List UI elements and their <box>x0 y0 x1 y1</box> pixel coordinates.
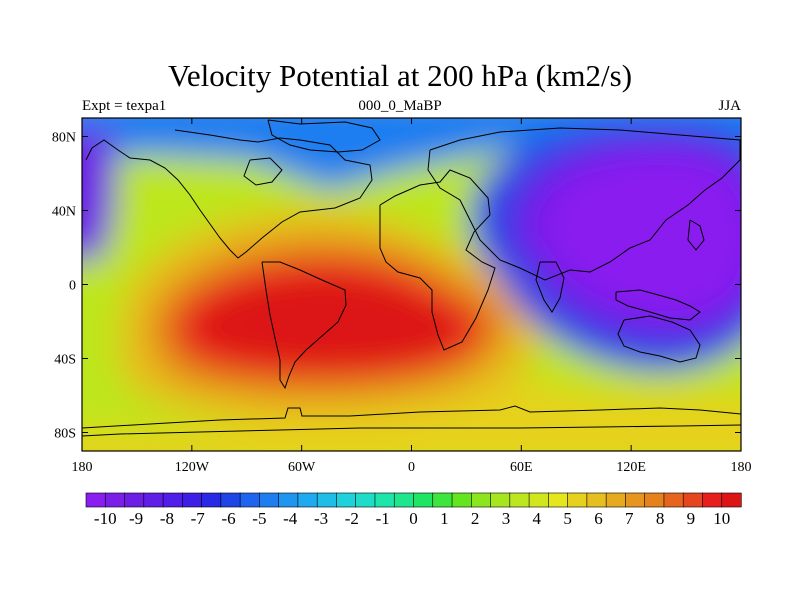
colorbar-label: 7 <box>625 509 634 528</box>
chart-title: Velocity Potential at 200 hPa (km2/s) <box>167 58 633 93</box>
colorbar-label: 8 <box>656 509 665 528</box>
y-axis: 80N 40N 0 40S 80S <box>52 131 741 442</box>
colorbar-label: -8 <box>160 509 174 528</box>
colorbar-label: -4 <box>283 509 298 528</box>
colorbar-swatch <box>509 492 530 508</box>
colorbar-swatch <box>548 492 569 508</box>
y-tick-label: 80S <box>54 427 76 442</box>
colorbar-swatch <box>586 492 607 508</box>
colorbar-swatch <box>182 492 203 508</box>
field-south-band <box>82 380 741 451</box>
colorbar-label: 1 <box>440 509 449 528</box>
x-tick-label: 60E <box>510 460 533 475</box>
colorbar-swatch <box>528 492 549 508</box>
period-label: 000_0_MaBP <box>358 98 442 114</box>
colorbar-label: -9 <box>129 509 143 528</box>
colorbar-label: 10 <box>713 509 730 528</box>
colorbar-swatch <box>451 492 472 508</box>
contour-field <box>82 118 741 451</box>
colorbar-swatch <box>470 492 492 508</box>
season-label: JJA <box>718 98 741 114</box>
colorbar-swatch <box>278 492 299 508</box>
colorbar-swatch <box>143 492 164 508</box>
colorbar-label: 2 <box>471 509 480 528</box>
x-axis: 180 120W 60W 0 60E 120E 180 <box>72 118 752 475</box>
colorbar-label: -5 <box>252 509 266 528</box>
colorbar-swatch <box>336 492 357 508</box>
colorbar-swatch <box>702 492 723 508</box>
x-tick-label: 180 <box>731 460 752 475</box>
colorbar-swatch <box>316 492 338 508</box>
colorbar-swatch <box>259 492 280 508</box>
colorbar-label: 4 <box>533 509 542 528</box>
x-tick-label: 0 <box>408 460 415 475</box>
colorbar-label: -6 <box>221 509 235 528</box>
colorbar-swatch <box>663 492 684 508</box>
colorbar: -10 -9 -8 -7 -6 -5 -4 -3 -2 -1 0 1 2 3 4 5 6 7 8 9 10 <box>85 492 742 528</box>
field-neg-3 <box>539 155 741 316</box>
colorbar-swatch <box>393 492 415 508</box>
colorbar-swatch <box>201 492 222 508</box>
colorbar-swatch <box>104 492 126 508</box>
colorbar-label: 9 <box>687 509 696 528</box>
colorbar-swatch <box>162 492 183 508</box>
colorbar-swatch <box>355 492 376 508</box>
x-tick-label: 60W <box>288 460 316 475</box>
experiment-label: Expt = texpa1 <box>82 98 167 114</box>
colorbar-label: 5 <box>563 509 572 528</box>
colorbar-label: -2 <box>345 509 359 528</box>
colorbar-label: 6 <box>594 509 603 528</box>
colorbar-swatch <box>644 492 665 508</box>
colorbar-label: 3 <box>502 509 511 528</box>
colorbar-swatch <box>625 492 646 508</box>
colorbar-swatch <box>297 492 318 508</box>
colorbar-swatch <box>567 492 588 508</box>
y-tick-label: 40S <box>54 353 76 368</box>
y-tick-label: 80N <box>52 131 76 146</box>
colorbar-swatch <box>220 492 241 508</box>
colorbar-swatch <box>721 492 742 508</box>
colorbar-swatch <box>124 492 145 508</box>
x-tick-label: 120W <box>175 460 210 475</box>
colorbar-swatch <box>490 492 511 508</box>
y-tick-label: 40N <box>52 205 76 220</box>
colorbar-label: -10 <box>94 509 117 528</box>
colorbar-swatch <box>85 492 106 508</box>
colorbar-label: -7 <box>191 509 206 528</box>
colorbar-label: 0 <box>409 509 418 528</box>
colorbar-swatch <box>432 492 453 508</box>
colorbar-swatch <box>374 492 395 508</box>
colorbar-swatch <box>239 492 260 508</box>
field-neg-west <box>82 130 116 260</box>
colorbar-swatch <box>413 492 434 508</box>
colorbar-label: -3 <box>314 509 328 528</box>
y-tick-label: 0 <box>69 279 76 294</box>
colorbar-swatch <box>605 492 627 508</box>
colorbar-label: -1 <box>376 509 390 528</box>
x-tick-label: 180 <box>72 460 93 475</box>
field-pos-4 <box>199 281 455 364</box>
x-tick-label: 120E <box>616 460 646 475</box>
coastline-outline <box>82 119 741 437</box>
colorbar-swatch <box>682 492 704 508</box>
